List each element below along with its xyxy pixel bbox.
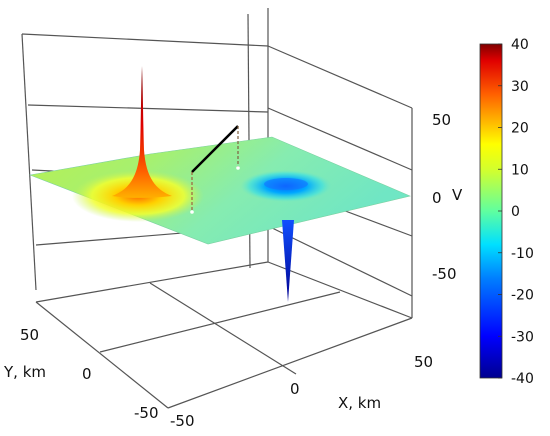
y-tick-label: 50 [20,326,39,344]
colorbar-tick-label: 0 [511,204,520,220]
colorbar-tick-label: -20 [511,288,534,304]
grid-line [267,107,413,171]
x-tick-label: -50 [170,412,195,430]
colorbar-ticks: 40 30 20 10 0 -10 -20 -30 -40 [498,37,534,387]
x-tick-label: 50 [414,353,433,371]
colorbar-tick-label: -30 [511,329,534,345]
x-tick-label: 0 [290,380,300,398]
z-axis-label: V [452,186,463,204]
grid-line [267,45,413,109]
colorbar-tick-label: -10 [511,246,534,262]
grid-line [27,104,269,113]
surface-plane [28,136,411,245]
z-tick-label: 0 [432,189,442,207]
profile-point [190,210,194,214]
axis-labels: 50 0 -50 Y, km -50 0 50 X, km 50 0 -50 V [3,111,463,430]
grid-line [21,33,37,291]
grid-line [167,317,413,409]
colorbar-tick-label: 20 [511,121,529,137]
negative-spike [282,220,294,302]
y-axis-label: Y, km [3,363,46,381]
grid-line [267,261,413,319]
grid-line [99,291,341,353]
colorbar: 40 30 20 10 0 -10 -20 -30 -40 [479,37,534,387]
potential-surface [28,66,411,302]
grid-line [21,33,269,47]
negative-depression-core [264,178,308,190]
colorbar-tick-label: -40 [511,371,534,387]
colorbar-tick-label: 30 [511,79,529,95]
y-tick-label: -50 [134,404,159,422]
z-tick-label: 50 [432,111,451,129]
grid-line [149,282,297,375]
positive-spike [112,66,172,198]
z-tick-label: -50 [432,265,457,283]
colorbar-tick-label: 10 [511,162,529,178]
grid-line [35,261,269,303]
grid-line [35,301,169,409]
profile-line [191,125,239,173]
profile-point [236,166,240,170]
x-axis-label: X, km [338,394,381,412]
y-tick-label: 0 [82,365,92,383]
colorbar-tick-label: 40 [511,37,529,53]
